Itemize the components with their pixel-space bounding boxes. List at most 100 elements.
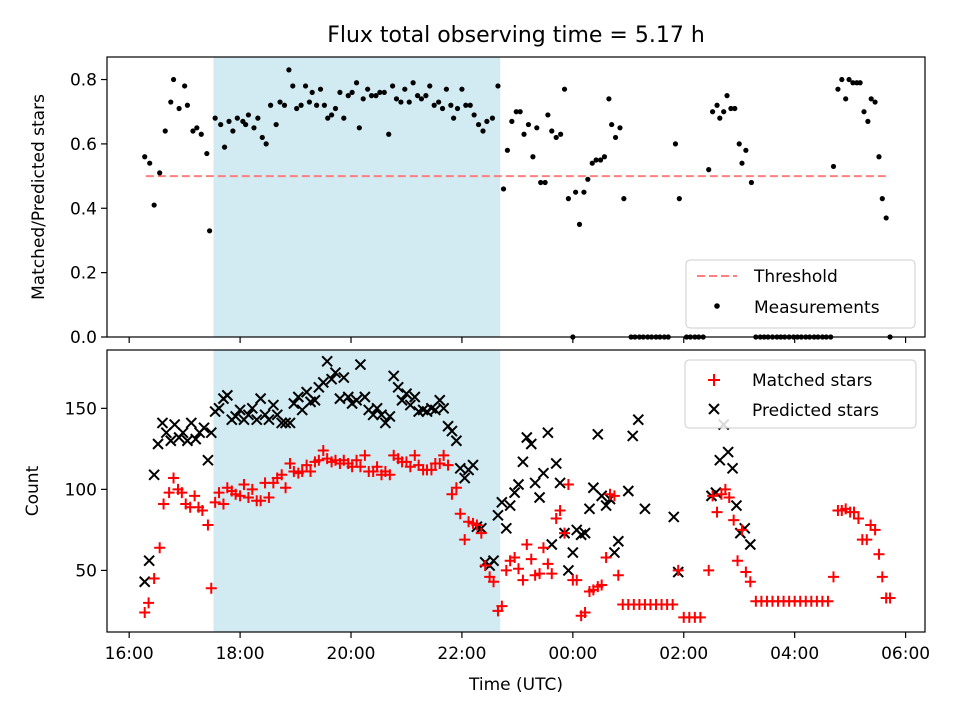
measurement-point bbox=[443, 86, 450, 92]
matched-stars-point bbox=[354, 461, 366, 473]
matched-stars-point bbox=[168, 472, 180, 484]
predicted-stars-point bbox=[292, 391, 305, 403]
matched-stars-point bbox=[301, 459, 313, 471]
measurement-point bbox=[431, 102, 437, 108]
measurement-point bbox=[353, 80, 360, 86]
measurement-point bbox=[467, 102, 473, 108]
predicted-stars-point bbox=[284, 417, 296, 429]
measurement-point bbox=[321, 102, 327, 108]
measurement-point bbox=[168, 99, 174, 105]
predicted-stars-point bbox=[722, 446, 734, 458]
matched-stars-point bbox=[732, 555, 744, 567]
measurement-point bbox=[393, 96, 400, 102]
predicted-stars-point bbox=[317, 376, 329, 389]
measurement-point bbox=[234, 115, 240, 121]
predicted-stars-point bbox=[450, 435, 463, 447]
measurement-point bbox=[212, 115, 218, 121]
matched-stars-point bbox=[596, 579, 608, 591]
measurement-point bbox=[672, 141, 679, 147]
predicted-stars-point bbox=[529, 477, 541, 489]
x-tick-label: 16:00 bbox=[105, 644, 154, 664]
measurement-point bbox=[268, 102, 274, 108]
matched-stars-point bbox=[723, 491, 735, 503]
measurement-point bbox=[402, 86, 408, 92]
measurement-point bbox=[609, 121, 615, 128]
measurement-point bbox=[290, 83, 296, 89]
measurement-point bbox=[868, 96, 874, 102]
predicted-stars-point bbox=[143, 554, 155, 567]
predicted-stars-point bbox=[388, 370, 400, 382]
predicted-stars-point bbox=[321, 355, 333, 368]
measurement-point bbox=[843, 96, 849, 102]
predicted-stars-point bbox=[350, 394, 363, 406]
measurement-point bbox=[406, 99, 412, 105]
measurement-point bbox=[538, 179, 544, 186]
predicted-stars-point bbox=[325, 373, 338, 385]
measurement-point bbox=[151, 202, 157, 208]
measurement-point bbox=[500, 186, 507, 192]
matched-stars-point bbox=[384, 469, 396, 481]
measurement-point bbox=[221, 144, 228, 150]
matched-stars-point bbox=[861, 534, 873, 546]
measurement-point bbox=[513, 109, 519, 115]
matched-stars-point bbox=[707, 490, 719, 502]
matched-stars-point bbox=[537, 542, 549, 554]
measurement-point bbox=[748, 179, 755, 186]
matched-stars-point bbox=[542, 558, 554, 570]
measurement-point bbox=[356, 125, 362, 131]
matched-stars-point bbox=[736, 524, 748, 536]
measurement-point bbox=[581, 189, 587, 195]
measurement-point bbox=[418, 96, 425, 102]
measurement-point bbox=[589, 160, 595, 166]
measurement-point bbox=[245, 112, 252, 118]
measurement-point bbox=[454, 105, 461, 112]
matched-stars-point bbox=[158, 498, 170, 510]
measurement-point bbox=[162, 128, 168, 134]
measurement-point bbox=[373, 93, 379, 99]
matched-stars-point bbox=[246, 483, 258, 495]
chart-title: Flux total observing time = 5.17 h bbox=[327, 23, 705, 48]
measurement-point bbox=[495, 83, 501, 89]
matched-stars-point bbox=[284, 457, 296, 469]
matched-stars-point bbox=[711, 506, 723, 518]
predicted-stars-point bbox=[533, 491, 546, 504]
matched-stars-point bbox=[488, 576, 500, 588]
matched-stars-point bbox=[217, 498, 229, 510]
measurement-point bbox=[317, 86, 324, 92]
matched-stars-point bbox=[744, 576, 756, 588]
x-tick-label: 00:00 bbox=[548, 644, 597, 664]
predicted-stars-point bbox=[371, 402, 383, 415]
measurement-point bbox=[377, 89, 383, 96]
predicted-stars-point bbox=[542, 426, 554, 439]
predicted-stars-point bbox=[221, 389, 234, 402]
predicted-stars-point bbox=[434, 394, 446, 406]
predicted-stars-point bbox=[437, 402, 450, 415]
measurement-point bbox=[709, 109, 716, 115]
predicted-stars-point bbox=[384, 410, 396, 423]
matched-legend-swatch bbox=[708, 374, 720, 386]
matched-stars-point bbox=[359, 449, 371, 461]
predicted-stars-point bbox=[400, 388, 413, 400]
x-axis-label: Time (UTC) bbox=[468, 675, 563, 695]
measurement-point bbox=[337, 89, 343, 96]
predicted-stars-point bbox=[309, 394, 321, 406]
threshold-legend-label: Threshold bbox=[753, 267, 838, 287]
matched-stars-point bbox=[242, 491, 254, 503]
measurement-point bbox=[504, 147, 511, 153]
x-tick-label: 06:00 bbox=[881, 644, 930, 664]
ratio-y-tick-label: 0.2 bbox=[70, 264, 97, 284]
predicted-stars-point bbox=[379, 417, 392, 429]
predicted-stars-point bbox=[338, 371, 350, 384]
predicted-stars-point bbox=[508, 486, 521, 499]
predicted-stars-point bbox=[579, 527, 591, 539]
count-y-tick-label: 100 bbox=[65, 480, 97, 500]
measurement-point bbox=[398, 99, 404, 105]
count-legend: Matched stars Predicted stars bbox=[684, 359, 917, 429]
measurement-point bbox=[484, 118, 490, 124]
matched-stars-point bbox=[196, 504, 208, 516]
measurement-point bbox=[332, 105, 339, 112]
matched-stars-point bbox=[496, 600, 508, 612]
predicted-stars-point bbox=[567, 546, 579, 559]
predicted-stars-point bbox=[537, 467, 550, 479]
measurement-point bbox=[717, 115, 723, 121]
